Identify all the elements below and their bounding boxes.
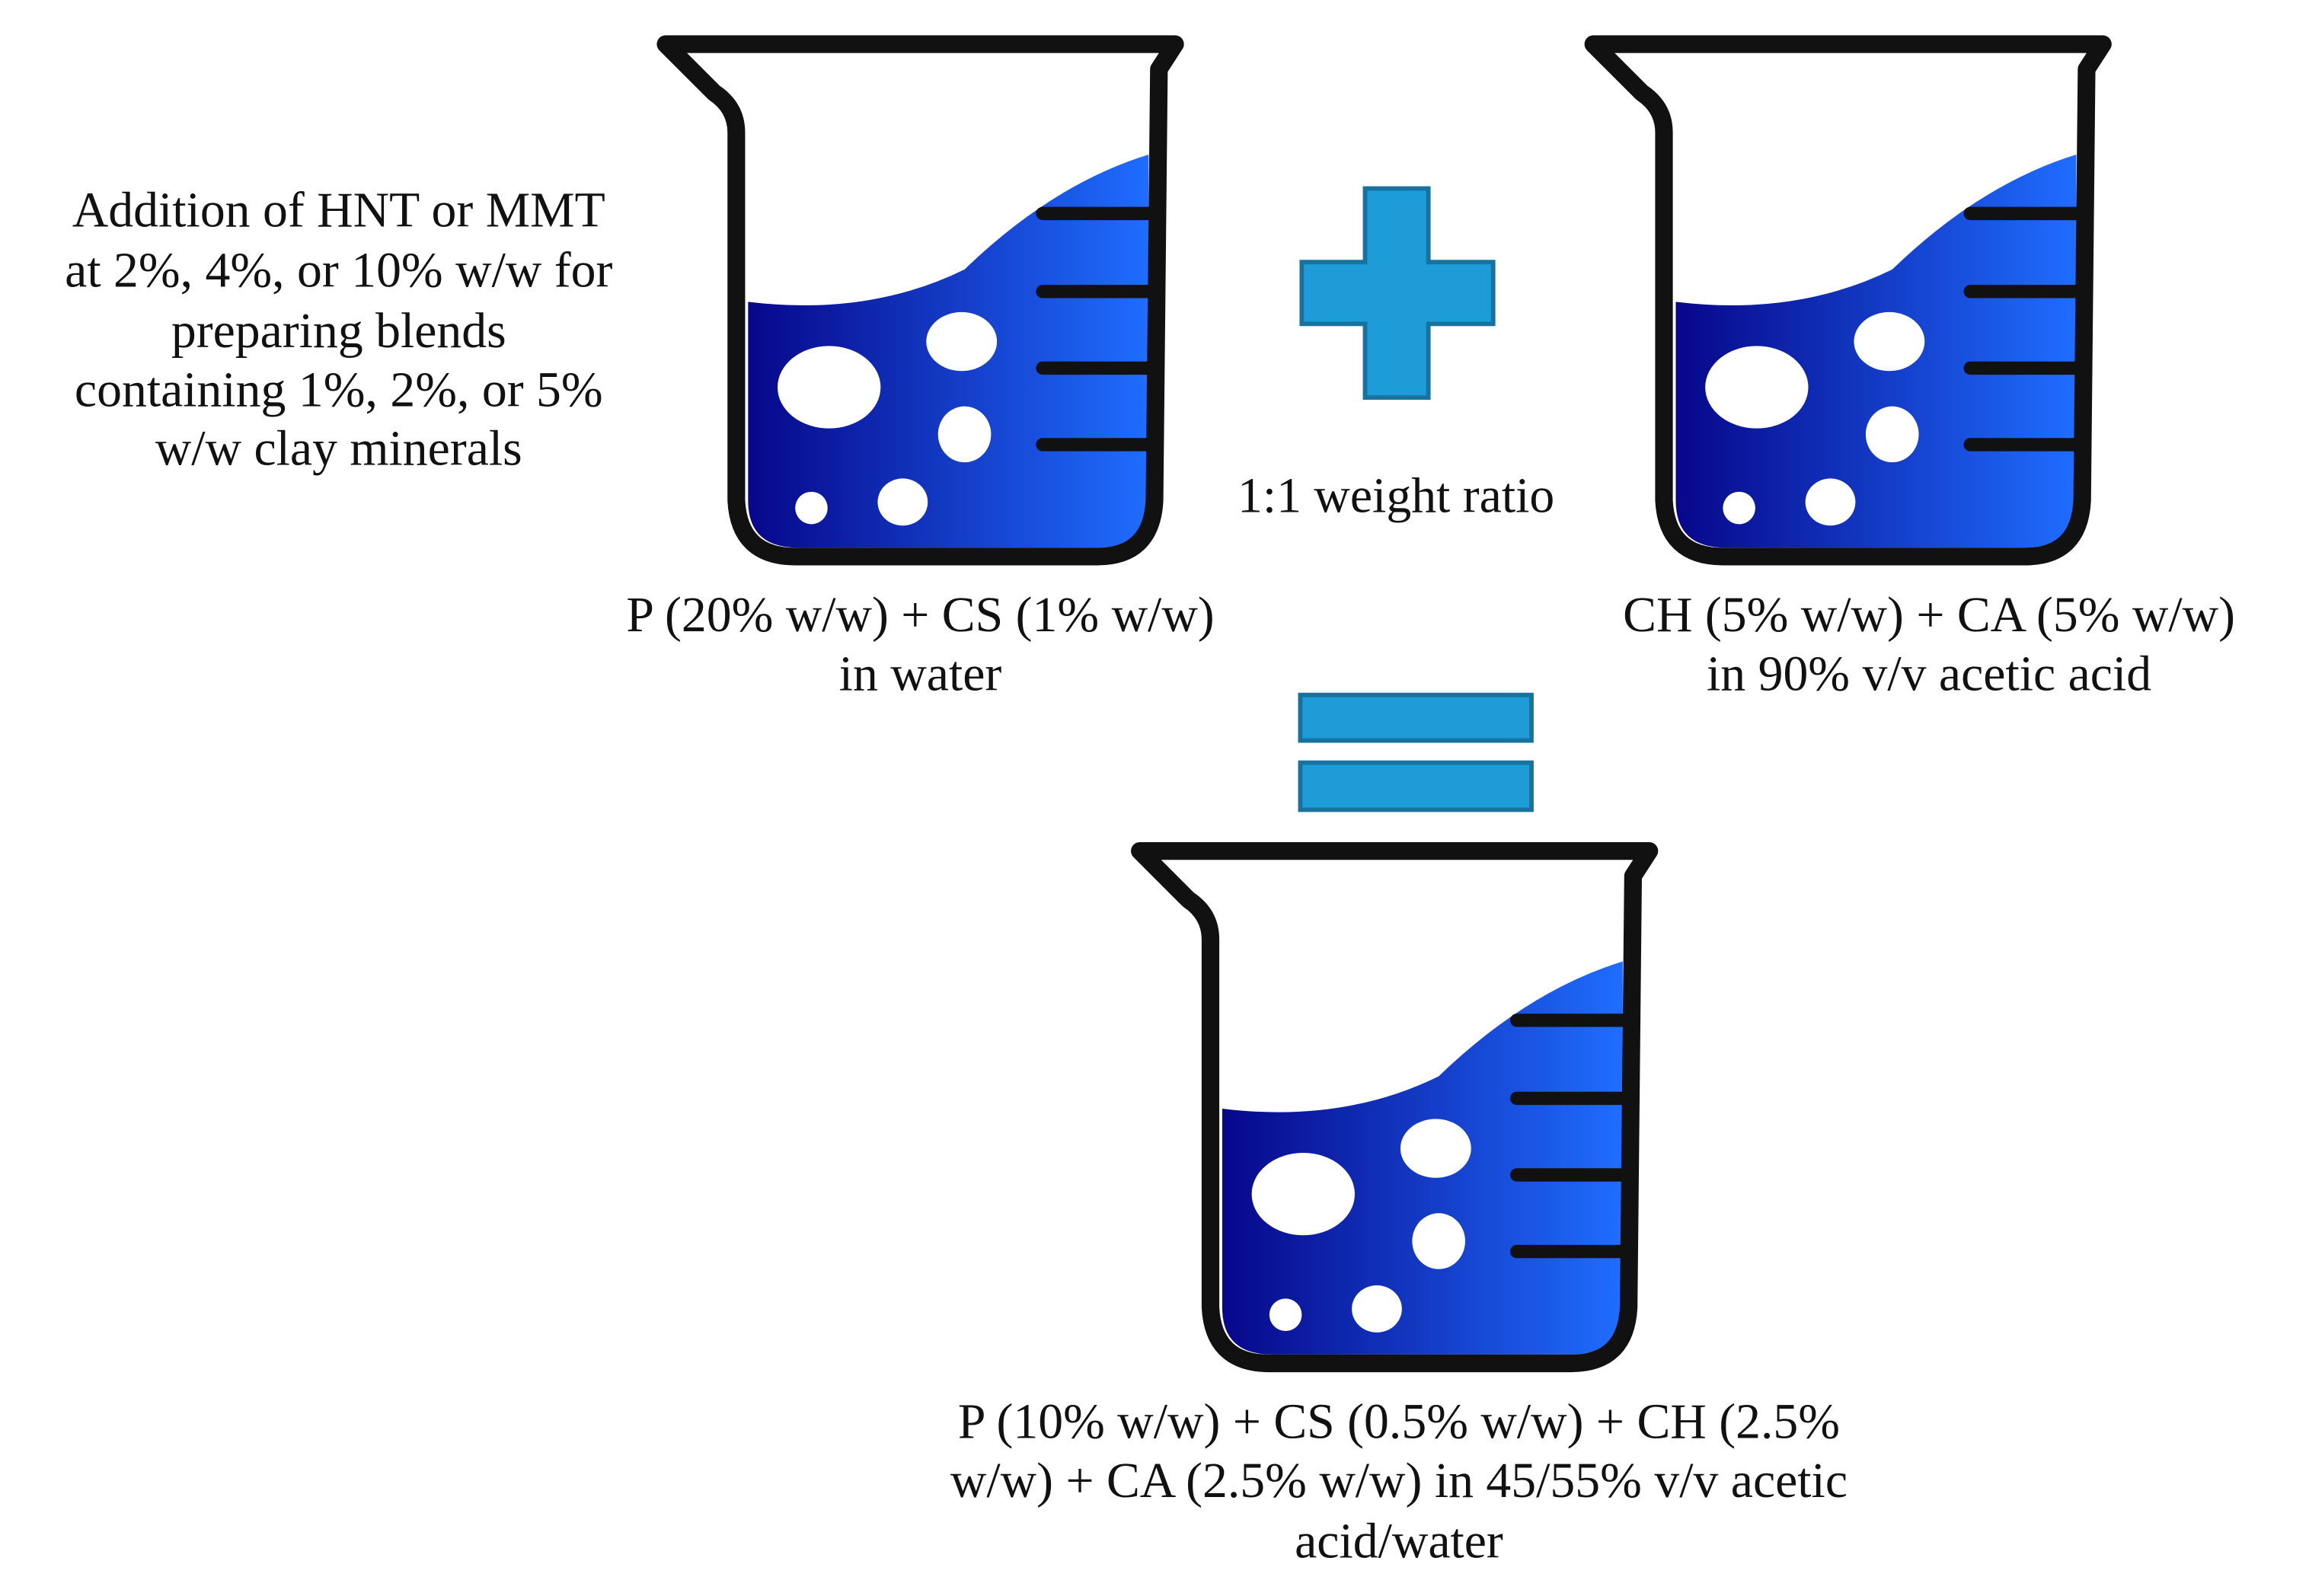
plus-sign: [1299, 186, 1496, 400]
beaker-label: CH (5% w/w) + CA (5% w/w): [1623, 587, 2235, 643]
note-line: Addition of HNT or MMT: [72, 182, 605, 238]
note-line: w/w clay minerals: [155, 421, 522, 477]
beaker: [1593, 44, 2103, 557]
note-line: containing 1%, 2%, or 5%: [75, 362, 603, 417]
ratio-label: 1:1 weight ratio: [1238, 468, 1554, 524]
note-line: at 2%, 4%, or 10% w/w for: [65, 243, 612, 298]
beaker: [1140, 851, 1650, 1364]
beaker: [666, 44, 1175, 557]
beaker-label: P (20% w/w) + CS (1% w/w): [626, 587, 1214, 643]
beaker-label: acid/water: [1295, 1513, 1503, 1569]
beaker-label: in 90% v/v acetic acid: [1707, 646, 2151, 701]
equals-sign: [1298, 692, 1534, 812]
beaker-label: w/w) + CA (2.5% w/w) in 45/55% v/v aceti…: [950, 1453, 1848, 1508]
beaker-label: in water: [839, 646, 1002, 701]
beaker-label: P (10% w/w) + CS (0.5% w/w) + CH (2.5%: [958, 1394, 1840, 1450]
note-line: preparing blends: [171, 303, 506, 359]
